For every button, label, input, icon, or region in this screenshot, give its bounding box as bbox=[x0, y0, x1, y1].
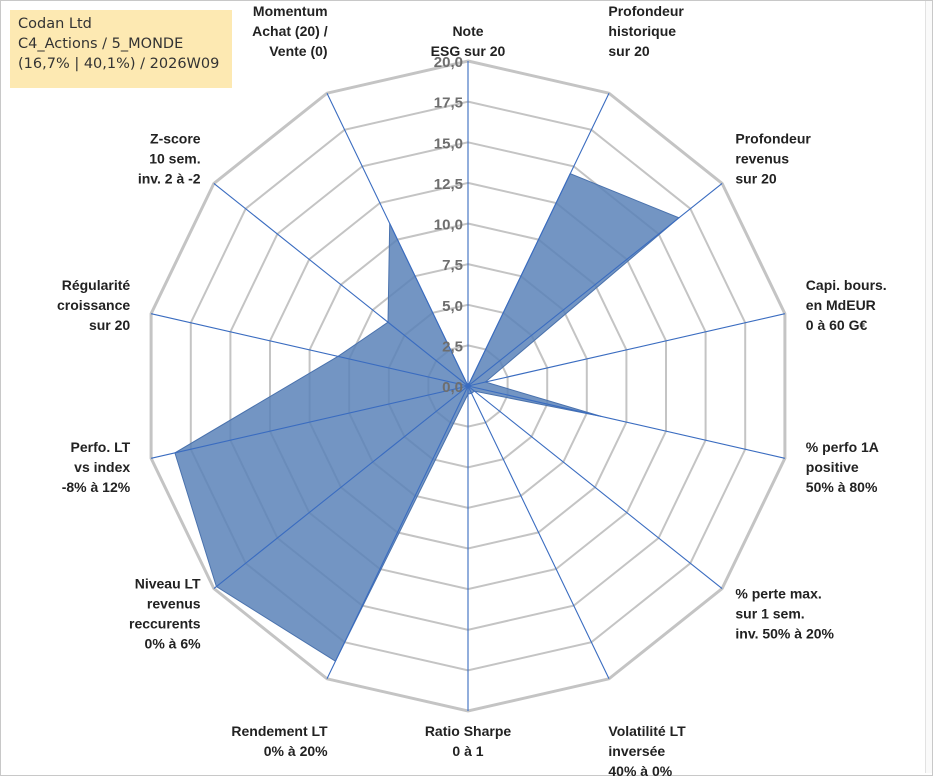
tick-label: 15,0 bbox=[434, 135, 463, 152]
axis-spoke bbox=[467, 385, 786, 459]
axis-label-line: inv. 2 à -2 bbox=[138, 170, 201, 186]
axis-label: Perfo. LT vs index -8% à 12% bbox=[62, 439, 131, 495]
axis-label-line: 0% à 6% bbox=[145, 636, 202, 652]
axis-label: Profondeur revenus sur 20 bbox=[735, 130, 811, 186]
axis-label-line: % perte max. bbox=[735, 586, 821, 602]
axis-label-line: Note bbox=[452, 23, 483, 39]
axis-spoke bbox=[326, 92, 469, 387]
axis-label-line: Rendement LT bbox=[231, 723, 328, 739]
tick-label: 5,0 bbox=[442, 298, 463, 315]
axis-label: Rendement LT 0% à 20% bbox=[231, 723, 328, 759]
title-line-stats: (16,7% | 40,1%) / 2026W09 bbox=[18, 56, 220, 72]
axis-label-line: Ratio Sharpe bbox=[425, 723, 512, 739]
axis-label-line: Niveau LT bbox=[135, 576, 201, 592]
axis-label-line: -8% à 12% bbox=[62, 479, 131, 495]
tick-labels: 0,0 2,5 5,0 7,5 10,0 12,5 15,0 17,5 20,0 bbox=[434, 54, 463, 396]
spoke-layer bbox=[150, 61, 786, 711]
axis-label-line: Profondeur bbox=[608, 3, 684, 19]
axis-label-line: 50% à 80% bbox=[806, 479, 878, 495]
axis-spoke bbox=[213, 385, 469, 590]
axis-label: Note ESG sur 20 bbox=[431, 23, 506, 59]
axis-label-line: historique bbox=[608, 23, 676, 39]
axis-label-line: 0 à 1 bbox=[452, 743, 483, 759]
axis-label: Niveau LT revenus reccurents 0% à 6% bbox=[129, 576, 201, 652]
tick-label: 0,0 bbox=[442, 379, 463, 396]
axis-label-line: 0 à 60 G€ bbox=[806, 317, 868, 333]
axis-spoke bbox=[467, 313, 786, 387]
axis-label-line: Capi. bours. bbox=[806, 277, 887, 293]
axis-label-line: Perfo. LT bbox=[71, 439, 131, 455]
axis-label-line: 10 sem. bbox=[149, 150, 200, 166]
axis-label-line: reccurents bbox=[129, 616, 201, 632]
axis-label-line: croissance bbox=[57, 297, 130, 313]
axis-label-line: 40% à 0% bbox=[608, 763, 672, 776]
series-layer bbox=[174, 173, 680, 662]
axis-label-line: en MdEUR bbox=[806, 297, 876, 313]
axis-label: Z-score 10 sem. inv. 2 à -2 bbox=[138, 130, 201, 186]
axis-label-line: Z-score bbox=[150, 130, 201, 146]
tick-label: 20,0 bbox=[434, 54, 463, 71]
axis-label-line: Vente (0) bbox=[269, 43, 327, 59]
tick-label: 7,5 bbox=[442, 257, 463, 274]
axis-spoke bbox=[150, 313, 469, 387]
axis-label-line: revenus bbox=[147, 596, 201, 612]
axis-label-line: ESG sur 20 bbox=[431, 43, 506, 59]
axis-spoke bbox=[467, 385, 610, 680]
axis-label: % perte max. sur 1 sem. inv. 50% à 20% bbox=[735, 586, 834, 642]
axis-label: Profondeur historique sur 20 bbox=[608, 3, 684, 59]
title-line-company: Codan Ltd bbox=[18, 16, 92, 32]
tick-label: 2,5 bbox=[442, 338, 463, 355]
axis-label-line: Régularité bbox=[62, 277, 131, 293]
axis-label-line: Momentum bbox=[253, 3, 328, 19]
tick-label: 17,5 bbox=[434, 95, 463, 112]
axis-label: Capi. bours. en MdEUR 0 à 60 G€ bbox=[806, 277, 887, 333]
axis-label-line: Achat (20) / bbox=[252, 23, 328, 39]
axis-label: % perfo 1A positive 50% à 80% bbox=[806, 439, 879, 495]
axis-spoke bbox=[467, 182, 723, 387]
axis-label-line: 0% à 20% bbox=[264, 743, 328, 759]
axis-labels: Note ESG sur 20 Profondeur historique sur 20… bbox=[57, 3, 887, 776]
axis-spoke bbox=[326, 385, 469, 680]
axis-label-line: inversée bbox=[608, 743, 665, 759]
title-line-category: C4_Actions / 5_MONDE bbox=[18, 36, 184, 52]
axis-label-line: Profondeur bbox=[735, 130, 811, 146]
axis-label-line: % perfo 1A bbox=[806, 439, 879, 455]
chart-title-box: Codan Ltd C4_Actions / 5_MONDE (16,7% | … bbox=[10, 10, 232, 88]
tick-label: 10,0 bbox=[434, 217, 463, 234]
axis-spoke bbox=[467, 92, 610, 387]
axis-label-line: sur 20 bbox=[89, 317, 130, 333]
axis-label: Volatilité LT inversée 40% à 0% bbox=[608, 723, 686, 776]
axis-spoke bbox=[213, 182, 469, 387]
axis-label-line: Volatilité LT bbox=[608, 723, 686, 739]
axis-label-line: positive bbox=[806, 459, 859, 475]
axis-label: Ratio Sharpe 0 à 1 bbox=[425, 723, 512, 759]
tick-label: 12,5 bbox=[434, 176, 463, 193]
scrollbar[interactable] bbox=[925, 1, 932, 773]
axis-label-line: inv. 50% à 20% bbox=[735, 626, 834, 642]
axis-label-line: sur 20 bbox=[735, 170, 776, 186]
axis-spoke bbox=[150, 385, 469, 459]
axis-label-line: sur 20 bbox=[608, 43, 649, 59]
axis-label-line: revenus bbox=[735, 150, 789, 166]
axis-label-line: vs index bbox=[74, 459, 130, 475]
series-area bbox=[174, 173, 680, 662]
axis-label: Momentum Achat (20) / Vente (0) bbox=[252, 3, 328, 59]
axis-label-line: sur 1 sem. bbox=[735, 606, 804, 622]
axis-spoke bbox=[467, 385, 723, 590]
axis-label: Régularité croissance sur 20 bbox=[57, 277, 130, 333]
